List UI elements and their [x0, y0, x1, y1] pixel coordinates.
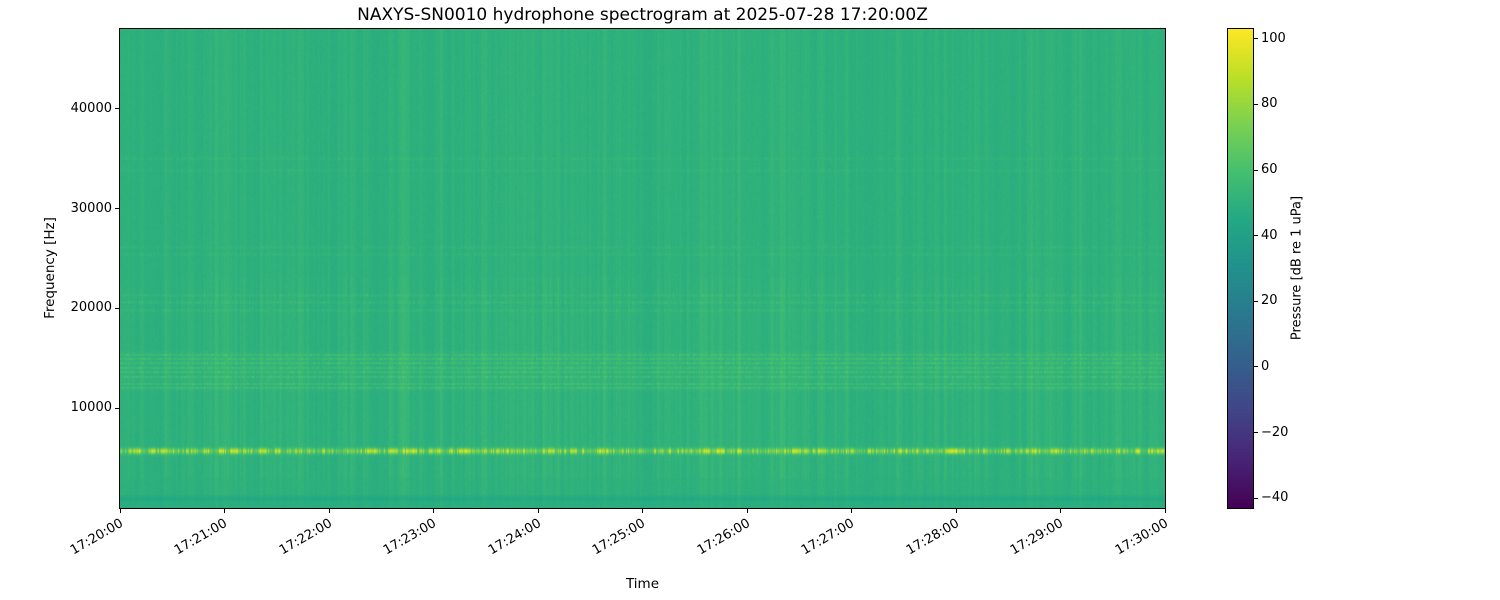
x-tick-label: 17:25:00	[589, 516, 648, 559]
x-tick-label: 17:28:00	[903, 516, 962, 559]
x-tick-mark	[642, 509, 643, 513]
y-tick-label: 20000	[70, 300, 112, 316]
colorbar-tick-label: −20	[1261, 424, 1289, 440]
x-tick-label: 17:23:00	[380, 516, 439, 559]
colorbar-tick-mark	[1254, 235, 1258, 237]
colorbar-tick-mark	[1254, 366, 1258, 368]
x-tick-label: 17:26:00	[694, 516, 753, 559]
colorbar-label: Pressure [dB re 1 uPa]	[1289, 195, 1305, 341]
colorbar-tick-mark	[1254, 497, 1258, 499]
x-tick-mark	[746, 509, 748, 513]
y-tick-mark	[115, 307, 119, 309]
x-tick-mark	[433, 509, 434, 513]
colorbar-tick-mark	[1254, 432, 1258, 434]
y-axis-label: Frequency [Hz]	[42, 217, 58, 319]
x-tick-label: 17:22:00	[276, 516, 335, 559]
x-tick-label: 17:27:00	[798, 516, 857, 559]
x-tick-label: 17:30:00	[1112, 516, 1171, 559]
y-tick-mark	[115, 407, 119, 409]
y-tick-mark	[115, 108, 119, 110]
colorbar-gradient	[1228, 29, 1253, 508]
x-axis-label: Time	[625, 576, 660, 592]
colorbar-tick-mark	[1254, 103, 1258, 105]
x-tick-mark	[955, 509, 957, 513]
colorbar-tick-label: 20	[1261, 293, 1278, 309]
colorbar-tick-mark	[1254, 38, 1258, 40]
x-tick-mark	[328, 509, 330, 513]
x-tick-mark	[1164, 509, 1166, 513]
x-tick-mark	[119, 509, 121, 513]
x-tick-mark	[224, 509, 225, 513]
y-tick-label: 40000	[70, 100, 112, 116]
spectrogram-heatmap	[120, 29, 1165, 508]
chart-title: NAXYS-SN0010 hydrophone spectrogram at 2…	[357, 5, 928, 25]
x-tick-mark	[537, 509, 539, 513]
x-tick-label: 17:20:00	[67, 516, 126, 559]
x-tick-mark	[851, 509, 852, 513]
colorbar-tick-mark	[1254, 300, 1258, 302]
y-tick-label: 10000	[70, 400, 112, 416]
x-tick-label: 17:21:00	[171, 516, 230, 559]
colorbar-tick-label: 40	[1261, 227, 1278, 243]
colorbar-tick-label: −40	[1261, 490, 1289, 506]
colorbar-tick-label: 100	[1261, 30, 1286, 46]
y-tick-mark	[115, 208, 119, 210]
x-tick-mark	[1060, 509, 1061, 513]
plot-frame	[119, 28, 1166, 509]
x-tick-label: 17:24:00	[485, 516, 544, 559]
y-tick-label: 30000	[70, 200, 112, 216]
colorbar-tick-label: 80	[1261, 96, 1278, 112]
colorbar-frame	[1227, 28, 1254, 509]
colorbar-tick-label: 0	[1261, 358, 1270, 374]
colorbar-tick-mark	[1254, 169, 1258, 171]
x-tick-label: 17:29:00	[1007, 516, 1066, 559]
colorbar-tick-label: 60	[1261, 162, 1278, 178]
